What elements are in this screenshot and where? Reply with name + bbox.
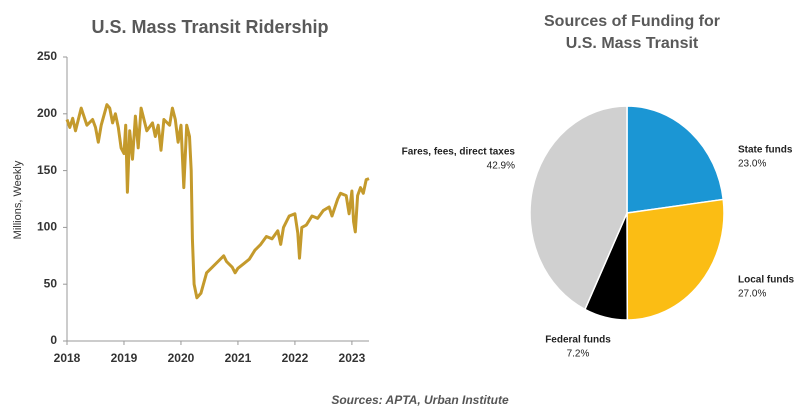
- y-axis-label: Millions, Weekly: [12, 160, 24, 239]
- x-tick-label: 2018: [54, 351, 81, 365]
- pie-slice: [626, 198, 725, 321]
- y-tick-label: 100: [37, 220, 57, 234]
- slice-label: Fares, fees, direct taxes: [402, 147, 516, 158]
- x-tick-label: 2022: [282, 351, 309, 365]
- slice-label: Local funds: [738, 275, 795, 286]
- pie-title: U.S. Mass Transit: [566, 35, 699, 52]
- slice-label: Federal funds: [545, 335, 611, 346]
- slice-label: State funds: [738, 145, 793, 156]
- y-tick-label: 0: [50, 333, 57, 347]
- ridership-line: [65, 103, 370, 300]
- y-tick-label: 150: [37, 163, 57, 177]
- slice-value: 27.0%: [738, 289, 766, 300]
- x-tick-label: 2020: [168, 351, 195, 365]
- source: Sources: APTA, Urban Institute: [331, 393, 509, 407]
- pie-slice: [529, 105, 628, 311]
- slice-value: 42.9%: [487, 161, 515, 172]
- y-tick-label: 50: [44, 276, 58, 290]
- y-tick-label: 200: [37, 106, 57, 120]
- line-title: U.S. Mass Transit Ridership: [91, 17, 328, 37]
- pie-slice: [626, 105, 725, 214]
- x-tick-label: 2019: [111, 351, 138, 365]
- slice-value: 7.2%: [567, 349, 590, 360]
- pie-title: Sources of Funding for: [544, 13, 720, 30]
- y-tick-label: 250: [37, 49, 57, 63]
- slice-value: 23.0%: [738, 159, 766, 170]
- x-tick-label: 2023: [339, 351, 366, 365]
- x-tick-label: 2021: [225, 351, 252, 365]
